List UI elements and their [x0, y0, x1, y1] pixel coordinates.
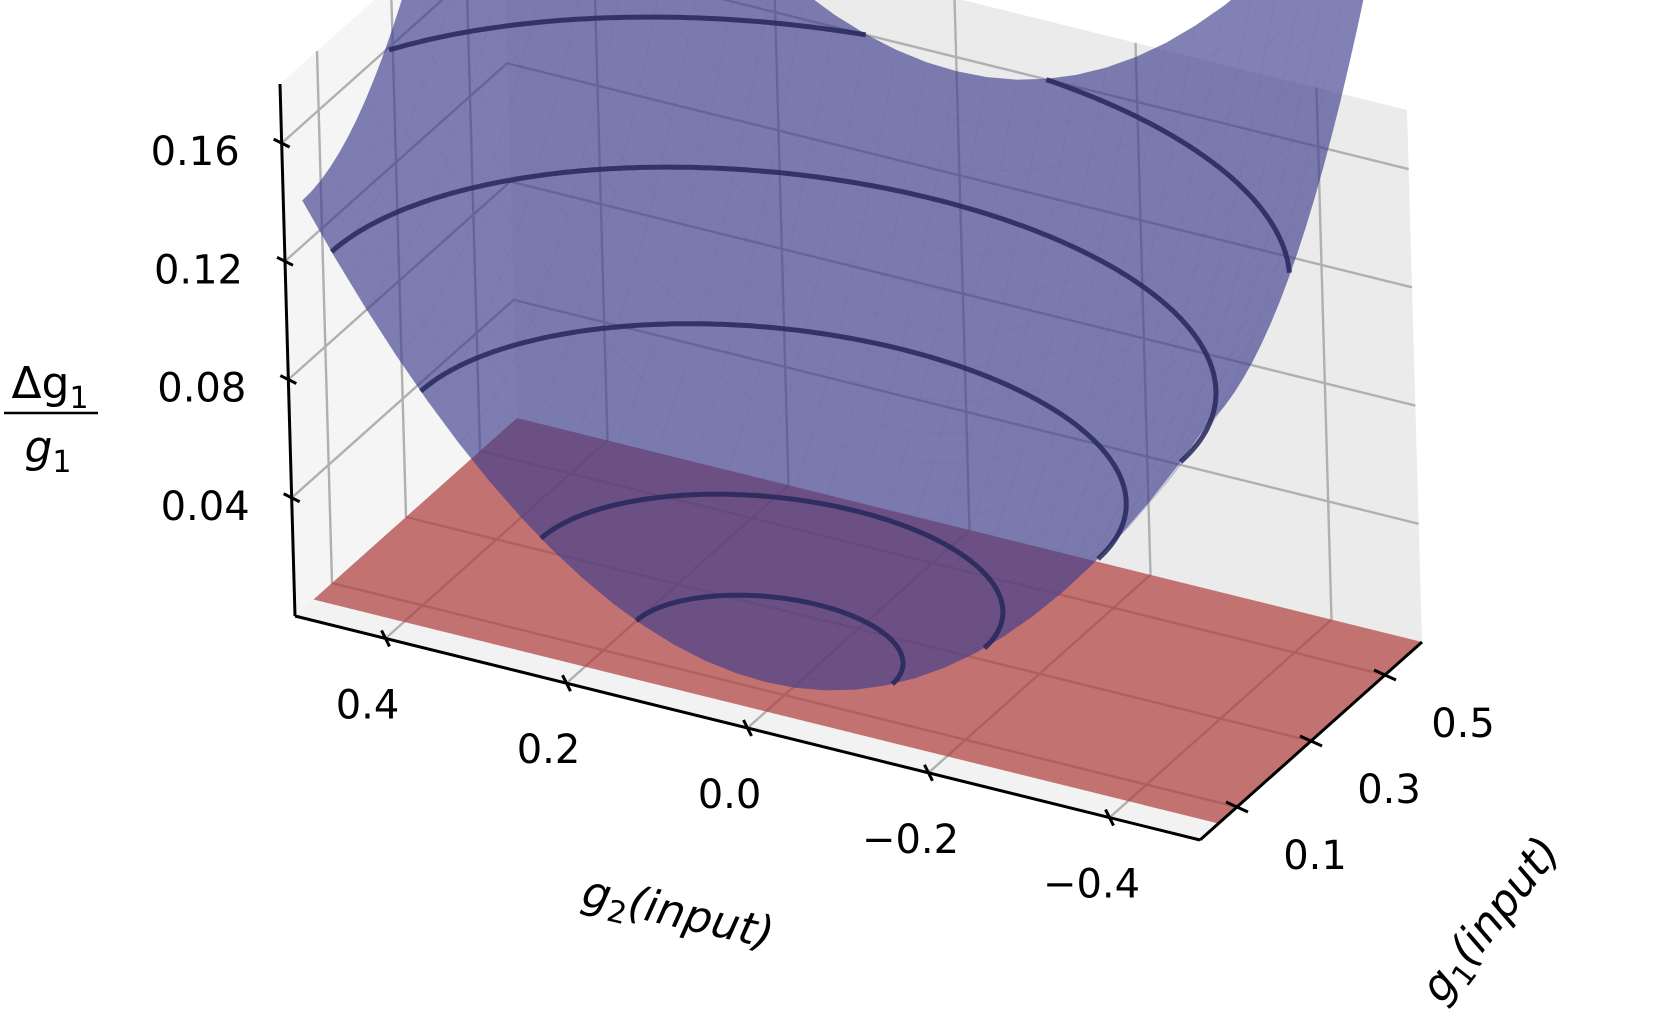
- contour-line: [539, 491, 1006, 651]
- x-tick-label: 0.5: [1431, 701, 1495, 747]
- x-tick: [1225, 800, 1249, 814]
- svg-text:g1(input): g1(input): [1410, 827, 1575, 1015]
- contour-line: [634, 592, 906, 686]
- svg-text:Δg1: Δg1: [11, 358, 88, 416]
- x-axis-label: g1(input): [1410, 827, 1575, 1015]
- y-tick: [923, 764, 934, 782]
- surface-facet: [1129, 481, 1169, 527]
- contour-lines: [329, 14, 1292, 686]
- z-label-denominator-subscript: 1: [52, 445, 71, 480]
- x-label-suffix: (input): [1439, 827, 1570, 975]
- z-label-numerator-subscript: 1: [69, 381, 88, 416]
- z-tick-label: 0.04: [161, 484, 250, 530]
- y-tick-label: −0.4: [1043, 862, 1140, 908]
- y-tick: [380, 629, 391, 648]
- y-tick-label: 0.0: [698, 772, 762, 818]
- z-tick: [279, 374, 298, 385]
- x-tick-label: 0.1: [1283, 833, 1347, 879]
- contour-line: [419, 321, 1129, 561]
- svg-text:g1: g1: [24, 422, 71, 480]
- y-tick-label: 0.2: [517, 727, 581, 773]
- z-tick-label: 0.08: [157, 366, 246, 412]
- x-tick-label: 0.3: [1357, 767, 1421, 813]
- z-tick-label: 0.16: [151, 129, 240, 175]
- x-tick: [1299, 734, 1323, 748]
- z-label-denominator: g: [24, 422, 52, 473]
- y-label-suffix: (input): [623, 877, 778, 960]
- y-axis-label: g2(input): [576, 866, 779, 965]
- z-axis-label: Δg1 g1: [4, 358, 98, 480]
- y-tick: [1104, 808, 1115, 827]
- contour-line: [388, 14, 867, 53]
- z-tick: [272, 137, 291, 149]
- svg-text:g2(input): g2(input): [576, 866, 778, 965]
- y-tick-label: −0.2: [862, 817, 959, 863]
- contour-line: [1045, 77, 1292, 274]
- z-label-numerator: Δg: [11, 358, 69, 409]
- y-tick-label: 0.4: [336, 682, 400, 728]
- tick-marks: 0.04 0.08 0.12 0.16 0.4 0.2 0.0 −0.2 −0.4 0.10.30…: [151, 129, 1495, 907]
- y-tick: [742, 719, 753, 737]
- z-axis-line: [278, 83, 297, 617]
- contour-line: [329, 164, 1219, 464]
- z-tick: [282, 492, 301, 504]
- y-tick: [561, 674, 572, 692]
- x-tick: [1373, 668, 1397, 682]
- z-tick: [276, 255, 294, 267]
- z-tick-label: 0.12: [154, 247, 243, 293]
